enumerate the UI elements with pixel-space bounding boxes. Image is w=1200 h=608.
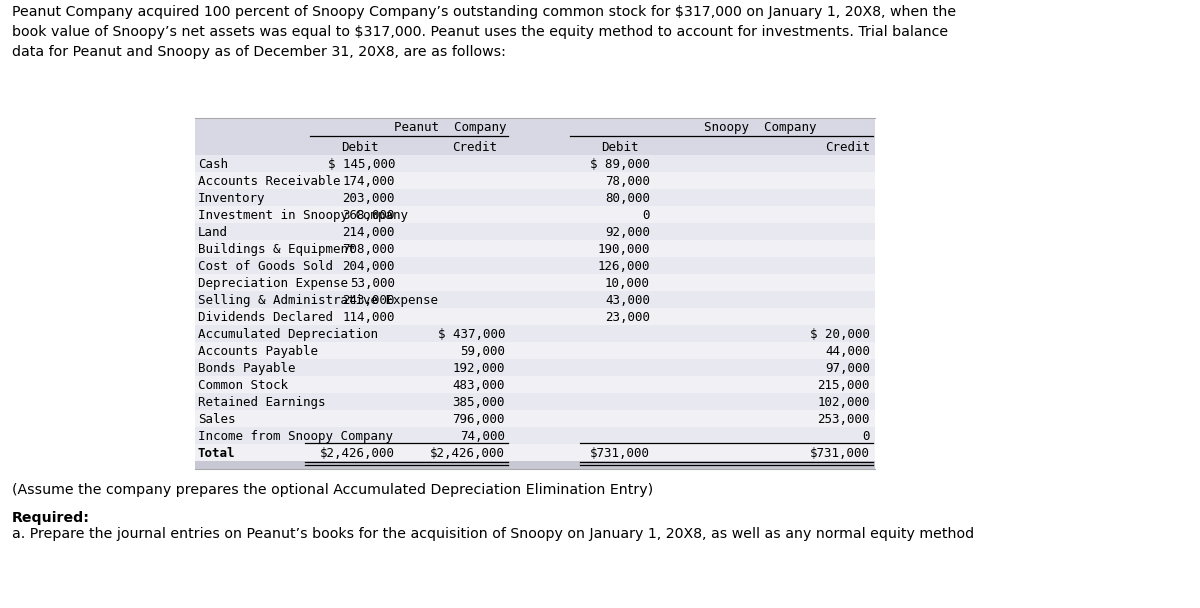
Text: 243,000: 243,000 <box>342 294 395 307</box>
Text: 114,000: 114,000 <box>342 311 395 324</box>
Bar <box>194 257 875 274</box>
Bar <box>194 118 875 461</box>
Bar <box>194 308 875 325</box>
Text: Sales: Sales <box>198 413 235 426</box>
Text: Peanut  Company: Peanut Company <box>394 121 506 134</box>
Text: Required:: Required: <box>12 511 90 525</box>
Text: Land: Land <box>198 226 228 239</box>
Bar <box>194 274 875 291</box>
Text: 59,000: 59,000 <box>460 345 505 358</box>
Text: Income from Snoopy Company: Income from Snoopy Company <box>198 430 394 443</box>
Text: $2,426,000: $2,426,000 <box>320 447 395 460</box>
Text: 102,000: 102,000 <box>817 396 870 409</box>
Text: 126,000: 126,000 <box>598 260 650 273</box>
Text: $ 437,000: $ 437,000 <box>438 328 505 341</box>
Text: 214,000: 214,000 <box>342 226 395 239</box>
Text: $731,000: $731,000 <box>810 447 870 460</box>
Text: Accounts Payable: Accounts Payable <box>198 345 318 358</box>
Text: Debit: Debit <box>341 141 379 154</box>
Bar <box>194 206 875 223</box>
Text: (Assume the company prepares the optional Accumulated Depreciation Elimination E: (Assume the company prepares the optiona… <box>12 483 653 497</box>
Bar <box>194 223 875 240</box>
Text: Accumulated Depreciation: Accumulated Depreciation <box>198 328 378 341</box>
Text: 190,000: 190,000 <box>598 243 650 256</box>
Text: 80,000: 80,000 <box>605 192 650 205</box>
Text: $2,426,000: $2,426,000 <box>430 447 505 460</box>
Text: 23,000: 23,000 <box>605 311 650 324</box>
Text: 215,000: 215,000 <box>817 379 870 392</box>
Bar <box>194 427 875 444</box>
Text: Credit: Credit <box>452 141 498 154</box>
Text: Dividends Declared: Dividends Declared <box>198 311 334 324</box>
Text: Cash: Cash <box>198 158 228 171</box>
Text: 78,000: 78,000 <box>605 175 650 188</box>
Text: Retained Earnings: Retained Earnings <box>198 396 325 409</box>
Text: Snoopy  Company: Snoopy Company <box>703 121 816 134</box>
Text: Bonds Payable: Bonds Payable <box>198 362 295 375</box>
Text: $731,000: $731,000 <box>590 447 650 460</box>
Text: Buildings & Equipment: Buildings & Equipment <box>198 243 355 256</box>
Bar <box>194 393 875 410</box>
Text: Depreciation Expense: Depreciation Expense <box>198 277 348 290</box>
Text: 796,000: 796,000 <box>452 413 505 426</box>
Text: Common Stock: Common Stock <box>198 379 288 392</box>
Text: 0: 0 <box>642 209 650 222</box>
Text: 97,000: 97,000 <box>826 362 870 375</box>
Text: Inventory: Inventory <box>198 192 265 205</box>
Bar <box>194 325 875 342</box>
Bar <box>194 342 875 359</box>
Text: 174,000: 174,000 <box>342 175 395 188</box>
Text: 43,000: 43,000 <box>605 294 650 307</box>
Text: 74,000: 74,000 <box>460 430 505 443</box>
Bar <box>194 461 875 469</box>
Text: 92,000: 92,000 <box>605 226 650 239</box>
Text: 44,000: 44,000 <box>826 345 870 358</box>
Text: Accounts Receivable: Accounts Receivable <box>198 175 341 188</box>
Text: 53,000: 53,000 <box>350 277 395 290</box>
Text: Debit: Debit <box>601 141 638 154</box>
Text: a. Prepare the journal entries on Peanut’s books for the acquisition of Snoopy o: a. Prepare the journal entries on Peanut… <box>12 527 974 541</box>
Text: $ 89,000: $ 89,000 <box>590 158 650 171</box>
Text: 10,000: 10,000 <box>605 277 650 290</box>
Text: Investment in Snoopy Company: Investment in Snoopy Company <box>198 209 408 222</box>
Text: 483,000: 483,000 <box>452 379 505 392</box>
Bar <box>194 172 875 189</box>
Text: 192,000: 192,000 <box>452 362 505 375</box>
Bar <box>194 155 875 172</box>
Text: 0: 0 <box>863 430 870 443</box>
Text: $ 20,000: $ 20,000 <box>810 328 870 341</box>
Text: $ 145,000: $ 145,000 <box>328 158 395 171</box>
Text: Cost of Goods Sold: Cost of Goods Sold <box>198 260 334 273</box>
Text: Peanut Company acquired 100 percent of Snoopy Company’s outstanding common stock: Peanut Company acquired 100 percent of S… <box>12 5 956 59</box>
Text: 203,000: 203,000 <box>342 192 395 205</box>
Bar <box>194 240 875 257</box>
Text: 385,000: 385,000 <box>452 396 505 409</box>
Text: Selling & Administrative Expense: Selling & Administrative Expense <box>198 294 438 307</box>
Bar <box>194 118 875 138</box>
Text: Credit: Credit <box>826 141 870 154</box>
Bar <box>194 444 875 461</box>
Text: 368,000: 368,000 <box>342 209 395 222</box>
Text: 708,000: 708,000 <box>342 243 395 256</box>
Text: Total: Total <box>198 447 235 460</box>
Bar <box>194 410 875 427</box>
Bar <box>194 138 875 155</box>
Bar <box>194 359 875 376</box>
Bar <box>194 376 875 393</box>
Bar <box>194 291 875 308</box>
Text: 253,000: 253,000 <box>817 413 870 426</box>
Bar <box>194 189 875 206</box>
Text: 204,000: 204,000 <box>342 260 395 273</box>
